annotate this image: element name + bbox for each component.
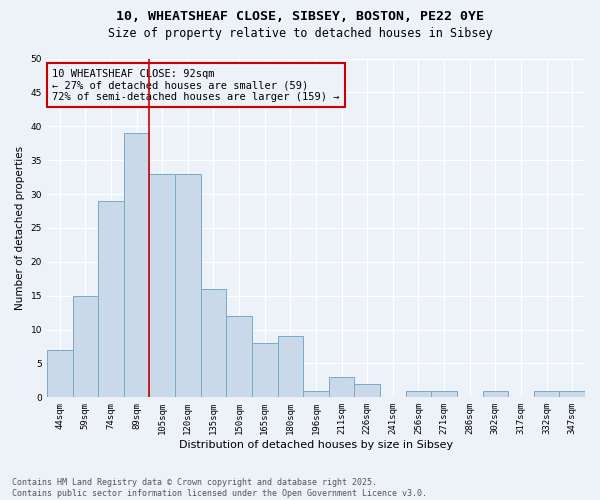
Bar	[47, 350, 73, 398]
Bar	[73, 296, 98, 398]
Text: 10 WHEATSHEAF CLOSE: 92sqm
← 27% of detached houses are smaller (59)
72% of semi: 10 WHEATSHEAF CLOSE: 92sqm ← 27% of deta…	[52, 68, 340, 102]
Bar	[303, 390, 329, 398]
Text: Contains HM Land Registry data © Crown copyright and database right 2025.
Contai: Contains HM Land Registry data © Crown c…	[12, 478, 427, 498]
Text: Size of property relative to detached houses in Sibsey: Size of property relative to detached ho…	[107, 28, 493, 40]
Bar	[559, 390, 585, 398]
Bar	[278, 336, 303, 398]
Bar	[329, 377, 355, 398]
Bar	[124, 133, 149, 398]
X-axis label: Distribution of detached houses by size in Sibsey: Distribution of detached houses by size …	[179, 440, 453, 450]
Bar	[431, 390, 457, 398]
Bar	[482, 390, 508, 398]
Bar	[355, 384, 380, 398]
Bar	[149, 174, 175, 398]
Bar	[175, 174, 200, 398]
Bar	[534, 390, 559, 398]
Bar	[200, 289, 226, 398]
Bar	[226, 316, 252, 398]
Y-axis label: Number of detached properties: Number of detached properties	[15, 146, 25, 310]
Text: 10, WHEATSHEAF CLOSE, SIBSEY, BOSTON, PE22 0YE: 10, WHEATSHEAF CLOSE, SIBSEY, BOSTON, PE…	[116, 10, 484, 23]
Bar	[406, 390, 431, 398]
Bar	[252, 343, 278, 398]
Bar	[98, 201, 124, 398]
